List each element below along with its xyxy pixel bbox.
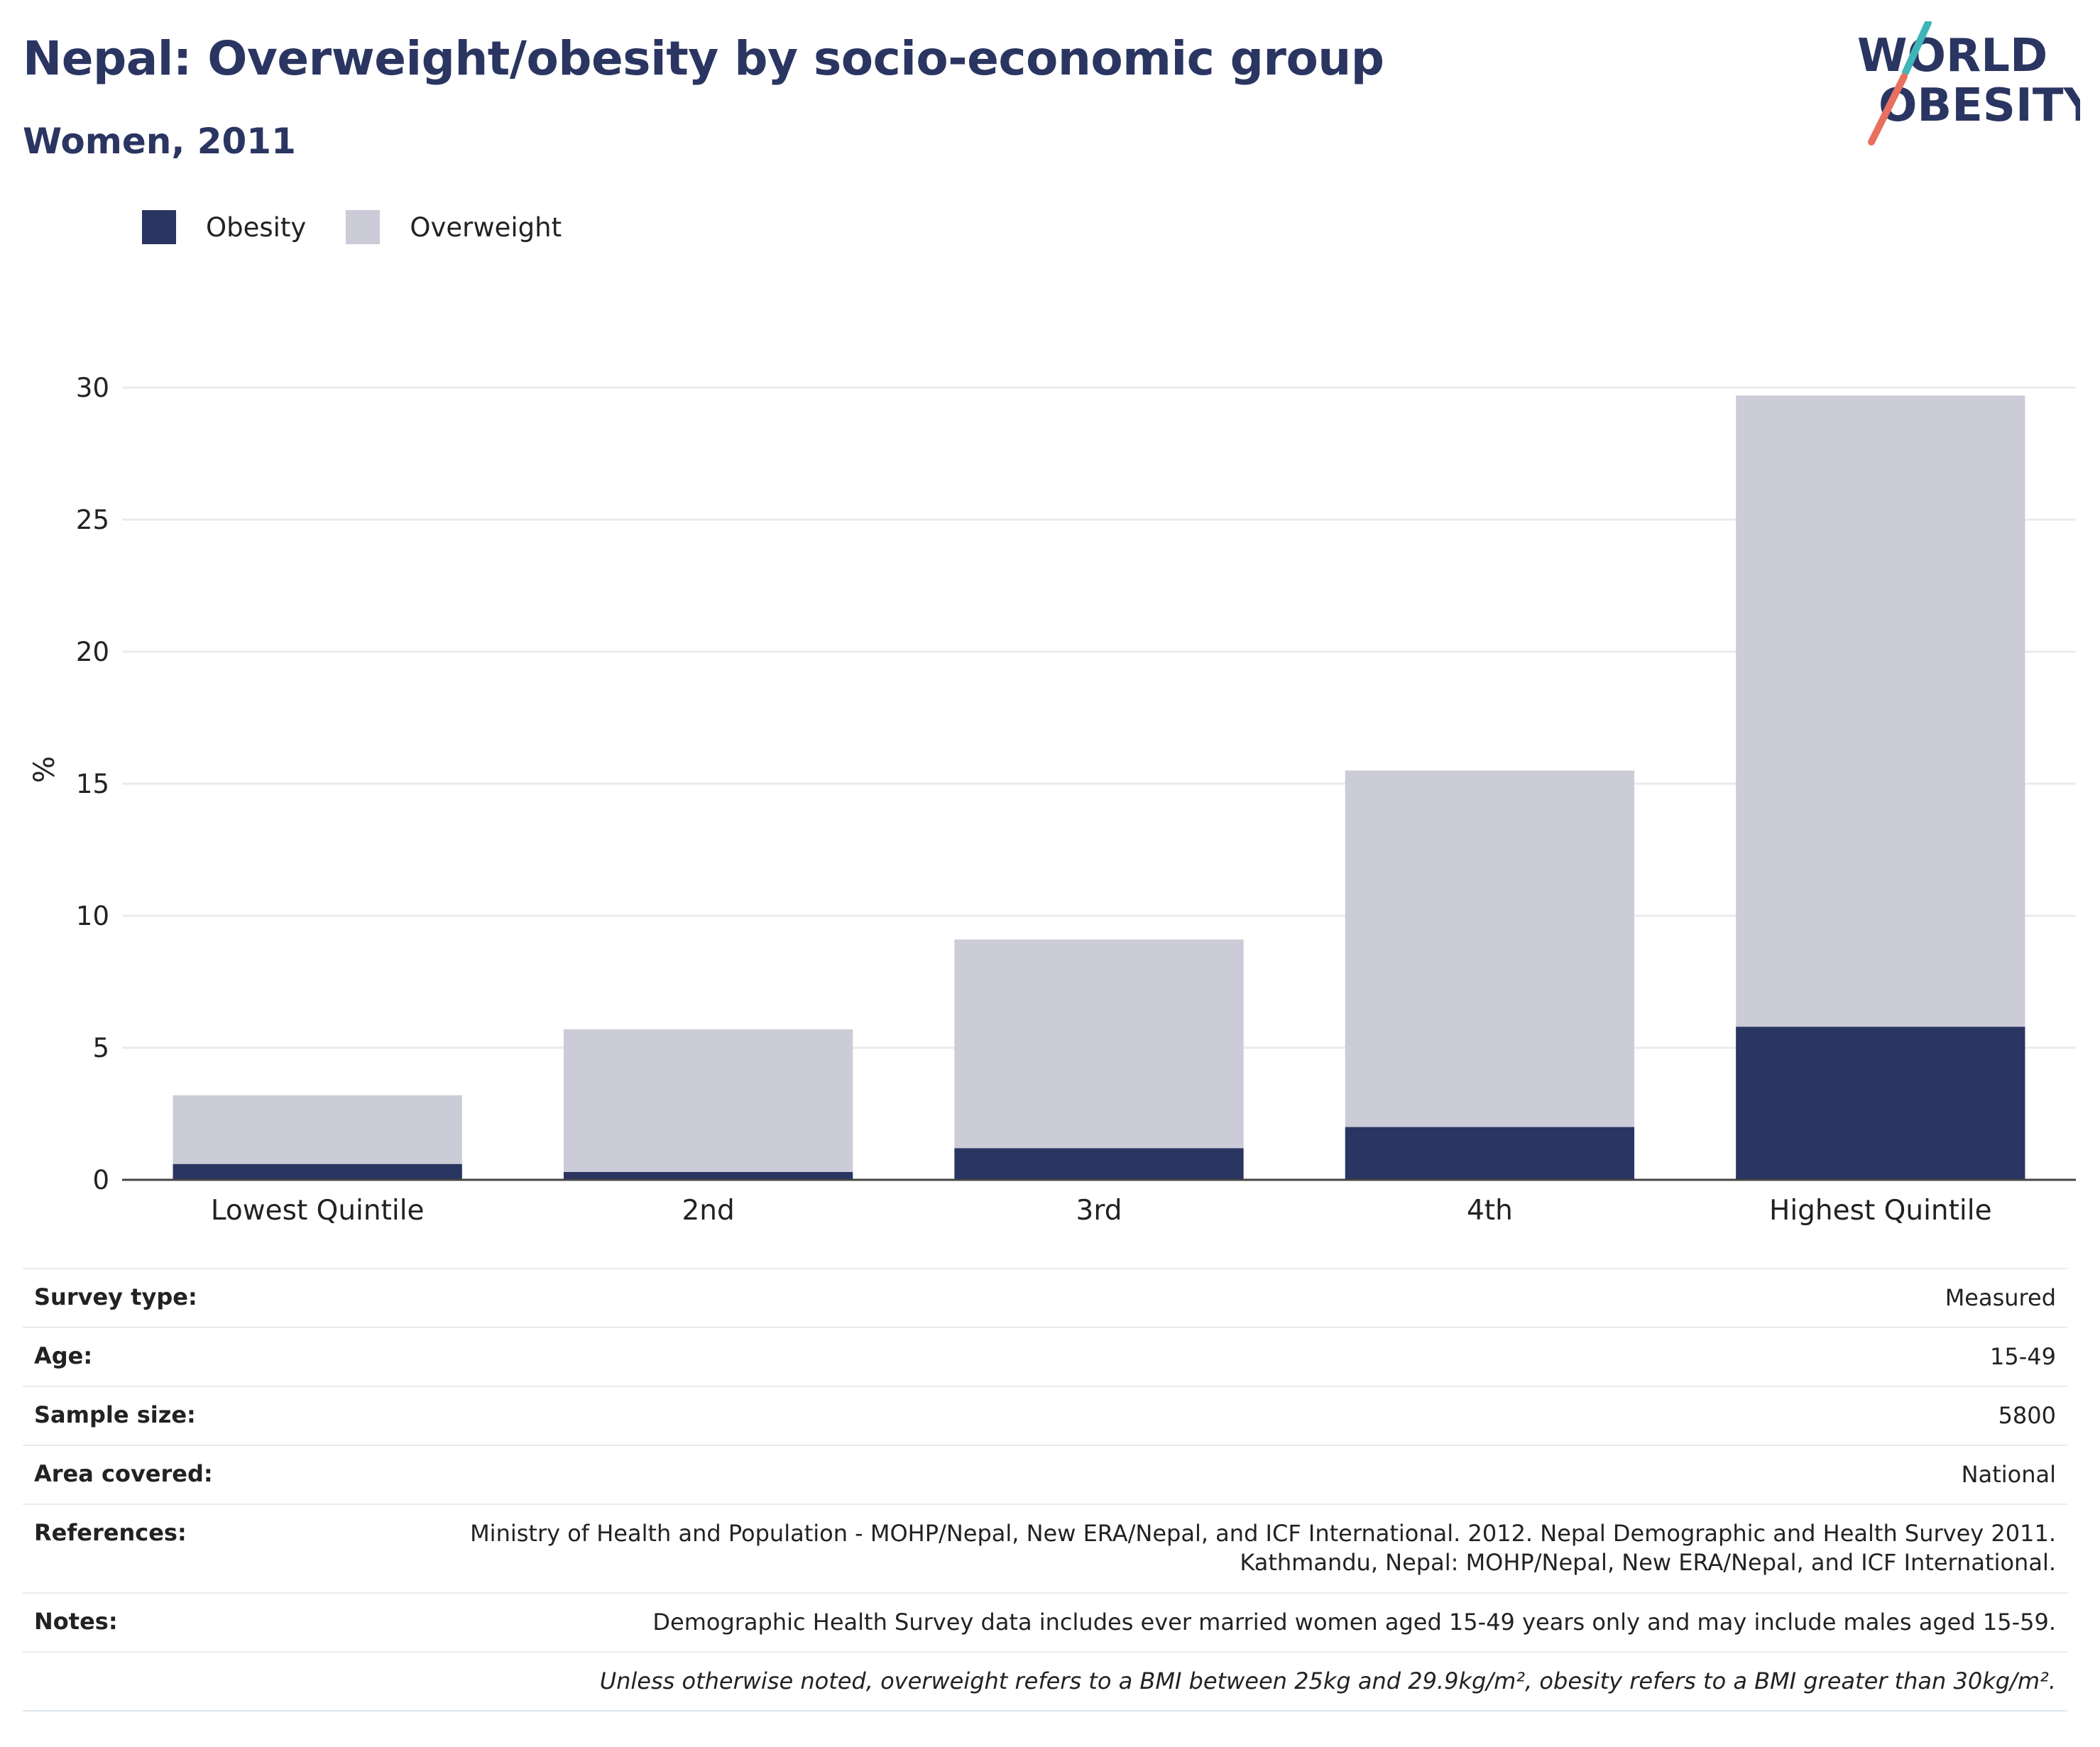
bmi-definition-footnote: Unless otherwise noted, overweight refer… <box>599 1667 2056 1694</box>
bar-obesity <box>954 1148 1244 1180</box>
x-tick-label: 4th <box>1467 1195 1513 1227</box>
meta-label: References: <box>34 1519 187 1546</box>
logo-word-obesity: OBESITY <box>1878 80 2080 132</box>
meta-value: Demographic Health Survey data includes … <box>652 1609 2056 1636</box>
meta-label: Age: <box>34 1342 93 1369</box>
bar-overweight <box>1345 770 1635 1127</box>
meta-row-notes: Notes: Demographic Health Survey data in… <box>23 1594 2067 1653</box>
y-tick-label: 10 <box>76 901 109 931</box>
meta-value: Ministry of Health and Population - MOHP… <box>470 1520 2056 1576</box>
bar-obesity <box>1345 1127 1635 1180</box>
meta-label: Area covered: <box>34 1460 213 1487</box>
y-axis-title: % <box>28 756 61 783</box>
meta-value: National <box>1961 1461 2056 1488</box>
meta-row-footnote: Unless otherwise noted, overweight refer… <box>23 1653 2067 1712</box>
logo-word-world: WORLD <box>1857 30 2047 82</box>
legend-item-overweight[interactable]: Overweight <box>346 210 562 244</box>
stacked-bar-chart: 0 5 10 15 20 25 30% Lowest Quintile 2nd 3rd 4th Hig… <box>28 373 2076 1227</box>
y-tick-label: 5 <box>92 1033 109 1063</box>
meta-value: 5800 <box>1998 1402 2056 1429</box>
meta-row-age: Age: 15-49 <box>23 1328 2067 1387</box>
meta-row-survey-type: Survey type: Measured <box>23 1269 2067 1328</box>
legend-swatch-obesity <box>142 210 176 244</box>
chart-legend: Obesity Overweight <box>142 210 601 244</box>
y-tick-label: 20 <box>76 637 109 667</box>
meta-label: Notes: <box>34 1608 118 1635</box>
chart-subtitle: Women, 2011 <box>23 121 296 162</box>
bar-obesity <box>563 1171 853 1180</box>
legend-label-overweight: Overweight <box>410 212 562 243</box>
logo-slash-coral <box>1868 73 1908 146</box>
meta-value: 15-49 <box>1990 1343 2056 1370</box>
bar-overweight <box>173 1095 462 1164</box>
bar-obesity <box>1736 1026 2025 1180</box>
meta-label: Survey type: <box>34 1283 197 1310</box>
y-tick-label: 0 <box>92 1165 109 1195</box>
y-tick-label: 25 <box>76 505 109 535</box>
meta-row-area-covered: Area covered: National <box>23 1446 2067 1505</box>
x-tick-label: 3rd <box>1076 1195 1122 1227</box>
world-obesity-logo: WORLD OBESITY <box>1857 21 2080 146</box>
survey-metadata-table: Survey type: Measured Age: 15-49 Sample … <box>23 1268 2067 1712</box>
legend-label-obesity: Obesity <box>206 212 307 243</box>
x-tick-label: Highest Quintile <box>1769 1195 1992 1227</box>
legend-swatch-overweight <box>346 210 381 244</box>
x-tick-label: Lowest Quintile <box>211 1195 425 1227</box>
meta-value: Measured <box>1945 1284 2056 1311</box>
logo-slash-teal <box>1902 21 1932 76</box>
bar-overweight <box>954 939 1244 1149</box>
x-tick-label: 2nd <box>682 1195 734 1227</box>
chart-title: Nepal: Overweight/obesity by socio-econo… <box>23 31 1384 86</box>
bar-overweight <box>1736 395 2025 1027</box>
bar-overweight <box>563 1029 853 1172</box>
meta-row-sample-size: Sample size: 5800 <box>23 1387 2067 1446</box>
bar-obesity <box>173 1163 462 1180</box>
y-tick-label: 15 <box>76 769 109 799</box>
y-tick-label: 30 <box>76 373 109 403</box>
meta-row-references: References: Ministry of Health and Popul… <box>23 1505 2067 1594</box>
meta-label: Sample size: <box>34 1401 196 1428</box>
legend-item-obesity[interactable]: Obesity <box>142 210 306 244</box>
